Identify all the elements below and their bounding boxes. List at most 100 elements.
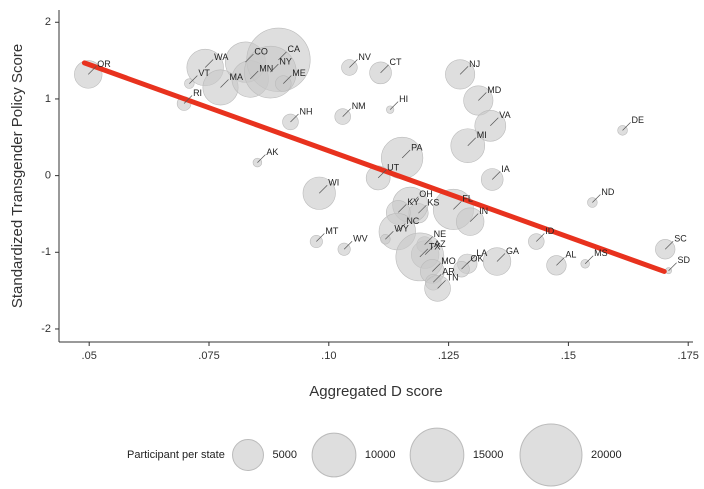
x-tick-label: .15	[561, 350, 576, 362]
leader-line	[380, 64, 389, 74]
leader-line	[491, 171, 501, 180]
state-label: MD	[487, 85, 501, 95]
x-tick-label: .075	[198, 350, 219, 362]
leader-line	[664, 240, 674, 250]
leader-line	[401, 149, 411, 159]
x-tick-label: .175	[677, 350, 698, 362]
leader-line	[433, 273, 442, 283]
state-label: NH	[299, 106, 312, 116]
state-label: AL	[565, 250, 576, 260]
state-label: DE	[632, 115, 645, 125]
leader-line	[478, 92, 487, 101]
state-label: MO	[441, 256, 456, 266]
state-label: NE	[434, 229, 447, 239]
leader-line	[249, 70, 259, 80]
y-tick-label: -2	[41, 323, 51, 335]
state-label: NV	[358, 52, 371, 62]
leader-line	[418, 204, 427, 214]
leader-line	[469, 213, 479, 222]
leader-line	[385, 231, 394, 240]
legend-label: 20000	[591, 449, 622, 461]
leader-line	[377, 169, 387, 179]
state-label: MT	[325, 226, 338, 236]
state-label: CO	[254, 47, 268, 57]
leader-line	[257, 154, 266, 163]
state-label: CT	[390, 57, 402, 67]
state-label: VA	[499, 110, 510, 120]
state-label: WI	[328, 178, 339, 188]
state-label: TN	[447, 273, 459, 283]
y-tick-label: -1	[41, 246, 51, 258]
leader-line	[622, 122, 631, 131]
state-label: CA	[287, 44, 300, 54]
state-label: TX	[429, 241, 441, 251]
state-label: MS	[594, 248, 608, 258]
state-label: RI	[193, 88, 202, 98]
leader-line	[536, 233, 545, 242]
y-tick-label: 1	[45, 93, 51, 105]
state-label: VT	[198, 68, 210, 78]
state-label: OR	[97, 59, 111, 69]
state-label: MN	[259, 63, 273, 73]
state-label: MA	[229, 72, 243, 82]
leader-line	[453, 201, 462, 210]
leader-line	[270, 63, 279, 73]
legend-bubble	[519, 423, 583, 487]
leader-line	[316, 233, 325, 242]
legend-bubble	[232, 439, 264, 471]
state-label: NC	[406, 216, 419, 226]
state-label: KY	[407, 197, 419, 207]
leader-line	[459, 66, 469, 75]
state-label: HI	[399, 94, 408, 104]
leader-line	[397, 223, 406, 232]
state-label: OH	[419, 189, 433, 199]
leader-line	[424, 236, 433, 245]
state-label: SD	[678, 255, 691, 265]
y-axis-label: Standardized Transgender Policy Score	[9, 44, 26, 308]
state-label: NM	[352, 101, 366, 111]
leader-line	[410, 196, 419, 206]
legend-title: Participant per state	[127, 449, 225, 461]
state-label: NY	[279, 56, 292, 66]
leader-line	[584, 255, 594, 265]
state-label: NJ	[469, 59, 480, 69]
state-label: WV	[353, 234, 368, 244]
state-label: MI	[477, 130, 487, 140]
leader-line	[592, 194, 601, 203]
state-label: WY	[394, 224, 409, 234]
legend-label: 10000	[365, 449, 396, 461]
leader-line	[419, 248, 429, 258]
state-label: KS	[427, 198, 439, 208]
leader-line	[432, 263, 441, 272]
leader-line	[318, 185, 328, 194]
legend-label: 5000	[272, 449, 296, 461]
state-label: AZ	[434, 239, 446, 249]
leader-line	[437, 280, 446, 289]
leader-line	[424, 246, 434, 255]
state-label: ND	[601, 187, 614, 197]
x-tick-label: .125	[438, 350, 459, 362]
state-label: FL	[462, 194, 473, 204]
state-label: PA	[411, 142, 422, 152]
state-label: AR	[442, 267, 455, 277]
leader-line	[245, 53, 254, 63]
leader-line	[343, 240, 353, 250]
state-label: OK	[471, 254, 484, 264]
legend-bubble	[311, 432, 357, 478]
state-label: AK	[266, 147, 278, 157]
leader-line	[189, 75, 198, 84]
state-label: WA	[214, 52, 228, 62]
state-label: LA	[476, 248, 487, 258]
x-tick-label: .10	[321, 350, 336, 362]
leader-line	[496, 253, 506, 262]
leader-line	[389, 101, 399, 110]
state-label: ID	[545, 226, 555, 236]
leader-line	[467, 137, 477, 146]
state-label: IA	[501, 164, 510, 174]
y-tick-label: 2	[45, 16, 51, 28]
leader-line	[349, 59, 358, 68]
leader-line	[220, 79, 229, 88]
leader-line	[278, 51, 287, 61]
state-label: GA	[506, 246, 519, 256]
